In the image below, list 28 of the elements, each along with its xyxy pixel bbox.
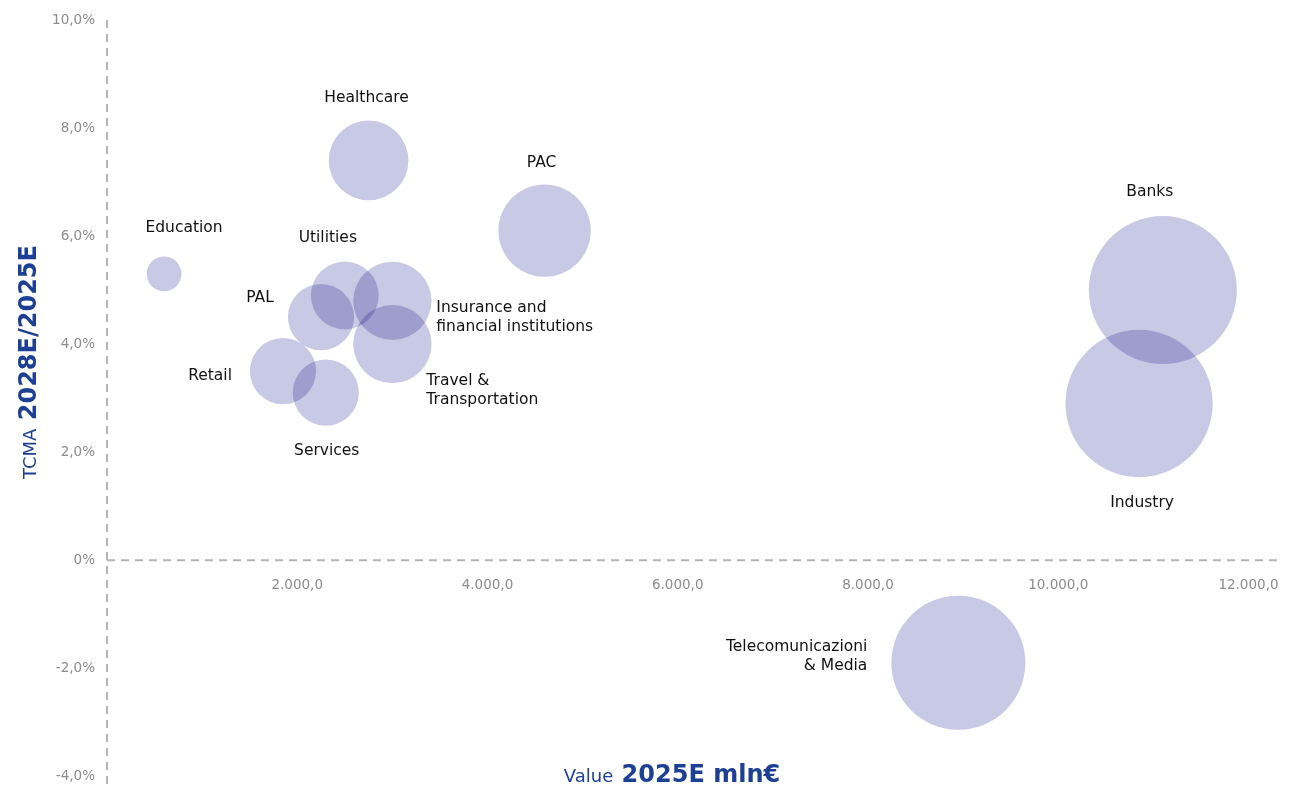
series-label: Telecomunicazioni & Media — [724, 636, 868, 674]
y-axis-title: TCMA 2028E/2025E — [14, 245, 42, 480]
y-tick-label: 8,0% — [60, 119, 96, 136]
y-tick-label: -2,0% — [55, 659, 96, 676]
x-tick-label: 4.000,0 — [461, 576, 514, 593]
series-label: Education — [145, 217, 223, 236]
x-tick-label: 6.000,0 — [651, 576, 704, 593]
series-label: Utilities — [298, 227, 357, 246]
x-tick-label: 12.000,0 — [1218, 576, 1279, 593]
y-tick-label: 6,0% — [60, 227, 96, 244]
x-axis-title: Value 2025E mln€ — [563, 760, 781, 787]
series-label: Industry — [1110, 492, 1174, 510]
y-tick-label: -4,0% — [55, 767, 96, 784]
series-label: Services — [294, 440, 360, 459]
x-tick-label: 8.000,0 — [842, 576, 894, 593]
x-tick-label: 2.000,0 — [271, 576, 324, 593]
y-tick-label: 4,0% — [60, 335, 96, 352]
x-tick-label: 10.000,0 — [1028, 576, 1089, 593]
series-label: Banks — [1126, 181, 1174, 200]
series-label: Insurance and financial institutions — [436, 297, 594, 335]
y-tick-label: 0% — [73, 551, 96, 568]
series-label: Travel & Transportation — [425, 370, 539, 408]
y-tick-label: 10,0% — [52, 11, 96, 27]
series-label: Retail — [188, 365, 232, 384]
series-label: Healthcare — [324, 87, 409, 106]
series-label: PAC — [526, 152, 557, 171]
y-tick-label: 2,0% — [60, 443, 96, 460]
series-label: PAL — [246, 287, 275, 306]
